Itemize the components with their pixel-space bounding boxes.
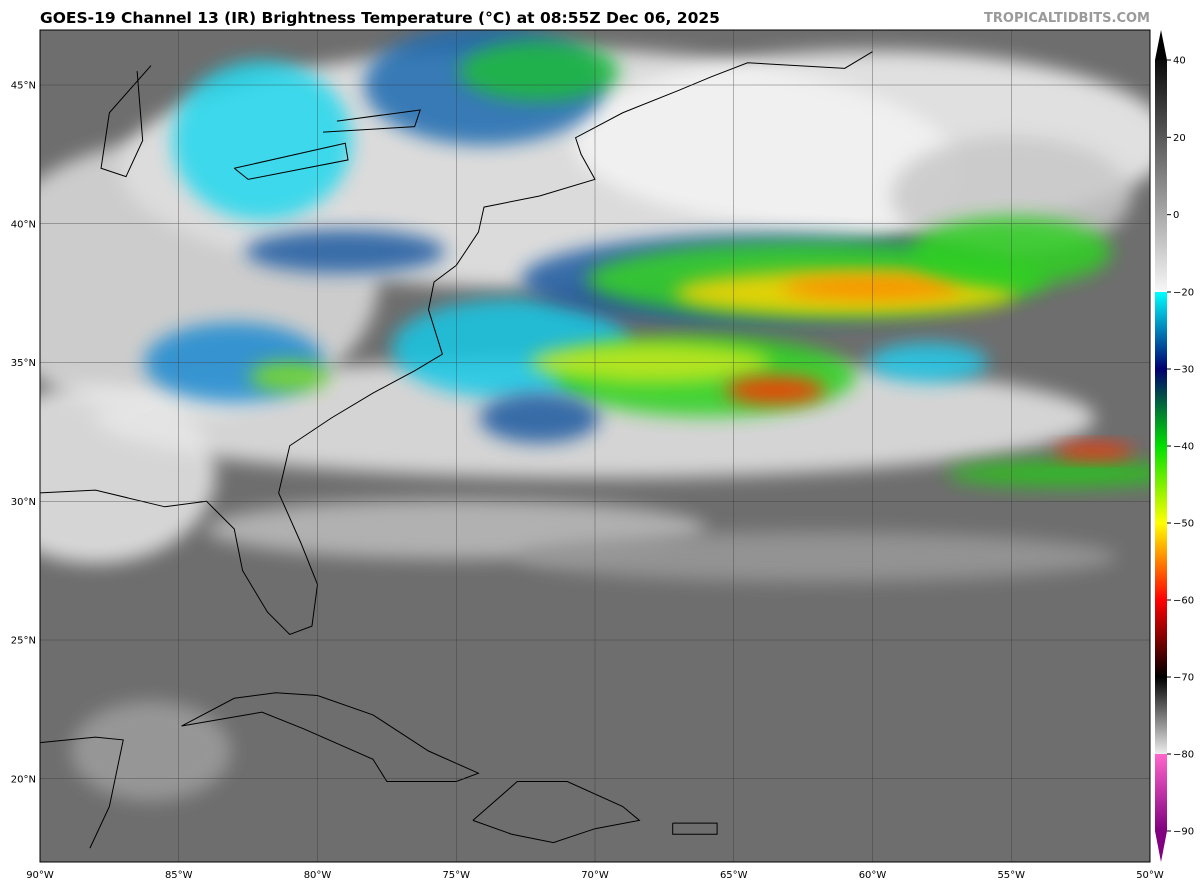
cloud-region [459, 41, 620, 102]
lat-tick-label: 35°N [11, 358, 36, 369]
coastline [323, 109, 421, 133]
colorbar-tick-label: −70 [1173, 673, 1194, 684]
colorbar-tick-label: −50 [1173, 519, 1194, 530]
lat-tick-label: 45°N [11, 81, 36, 92]
gridlines [40, 30, 1150, 862]
colorbar-segment [1155, 754, 1167, 831]
coastline [472, 781, 641, 844]
lon-tick-label: 50°W [1136, 870, 1164, 881]
colorbar-segment [1155, 292, 1167, 369]
colorbar-tick-label: −20 [1173, 288, 1194, 299]
colorbar-tick-label: −90 [1173, 827, 1194, 838]
colorbar-tick-label: −40 [1173, 442, 1194, 453]
colorbar-extend-min [1155, 831, 1167, 862]
cloud-region [1054, 443, 1135, 460]
lon-tick-label: 70°W [581, 870, 609, 881]
lon-tick-label: 90°W [26, 870, 54, 881]
lat-axis: 45°N 40°N 35°N 30°N 25°N 20°N [11, 81, 36, 786]
lat-tick-label: 25°N [11, 636, 36, 647]
coastline [181, 692, 480, 783]
colorbar-segment [1155, 446, 1167, 523]
cloud-region [71, 701, 231, 801]
cloud-region [249, 361, 330, 392]
colorbar-segment [1155, 369, 1167, 446]
cloud-region [517, 531, 1117, 582]
coastline [672, 822, 718, 835]
lon-tick-label: 75°W [442, 870, 470, 881]
cloud-region [245, 229, 446, 274]
coastline [233, 142, 349, 180]
colorbar-tick-label: −80 [1173, 750, 1194, 761]
cloud-region [172, 60, 352, 221]
colorbar-tick-label: 0 [1173, 210, 1179, 221]
cloud-layer [40, 30, 1150, 801]
lon-tick-label: 65°W [720, 870, 748, 881]
colorbar: 40 20 0 −20 −30 −40 −50 −60 −70 −80 −90 [1155, 30, 1194, 862]
colorbar-segment [1155, 677, 1167, 754]
brand-watermark: TROPICALTIDBITS.COM [984, 11, 1150, 26]
colorbar-segment [1155, 60, 1167, 292]
cloud-region [725, 376, 826, 405]
map-frame [39, 29, 1151, 863]
lon-tick-label: 60°W [859, 870, 887, 881]
lat-tick-label: 40°N [11, 219, 36, 230]
coastline [40, 736, 124, 849]
lon-tick-label: 80°W [304, 870, 332, 881]
cloud-region [479, 393, 600, 443]
map-title: GOES-19 Channel 13 (IR) Brightness Tempe… [40, 9, 720, 27]
colorbar-tick-label: −30 [1173, 365, 1194, 376]
colorbar-tick-label: 20 [1173, 133, 1186, 144]
colorbar-extend-max [1155, 30, 1167, 60]
colorbar-tick-label: −60 [1173, 596, 1194, 607]
coastline [100, 65, 152, 178]
lat-tick-label: 30°N [11, 497, 36, 508]
colorbar-segment [1155, 600, 1167, 677]
lon-tick-label: 55°W [997, 870, 1025, 881]
cloud-region [946, 459, 1150, 488]
lat-tick-label: 20°N [11, 774, 36, 785]
lon-tick-label: 85°W [165, 870, 193, 881]
lon-axis: 90°W 85°W 80°W 75°W 70°W 65°W 60°W 55°W 50°W [26, 870, 1164, 881]
colorbar-tick-label: 40 [1173, 56, 1186, 67]
colorbar-segment [1155, 523, 1167, 600]
